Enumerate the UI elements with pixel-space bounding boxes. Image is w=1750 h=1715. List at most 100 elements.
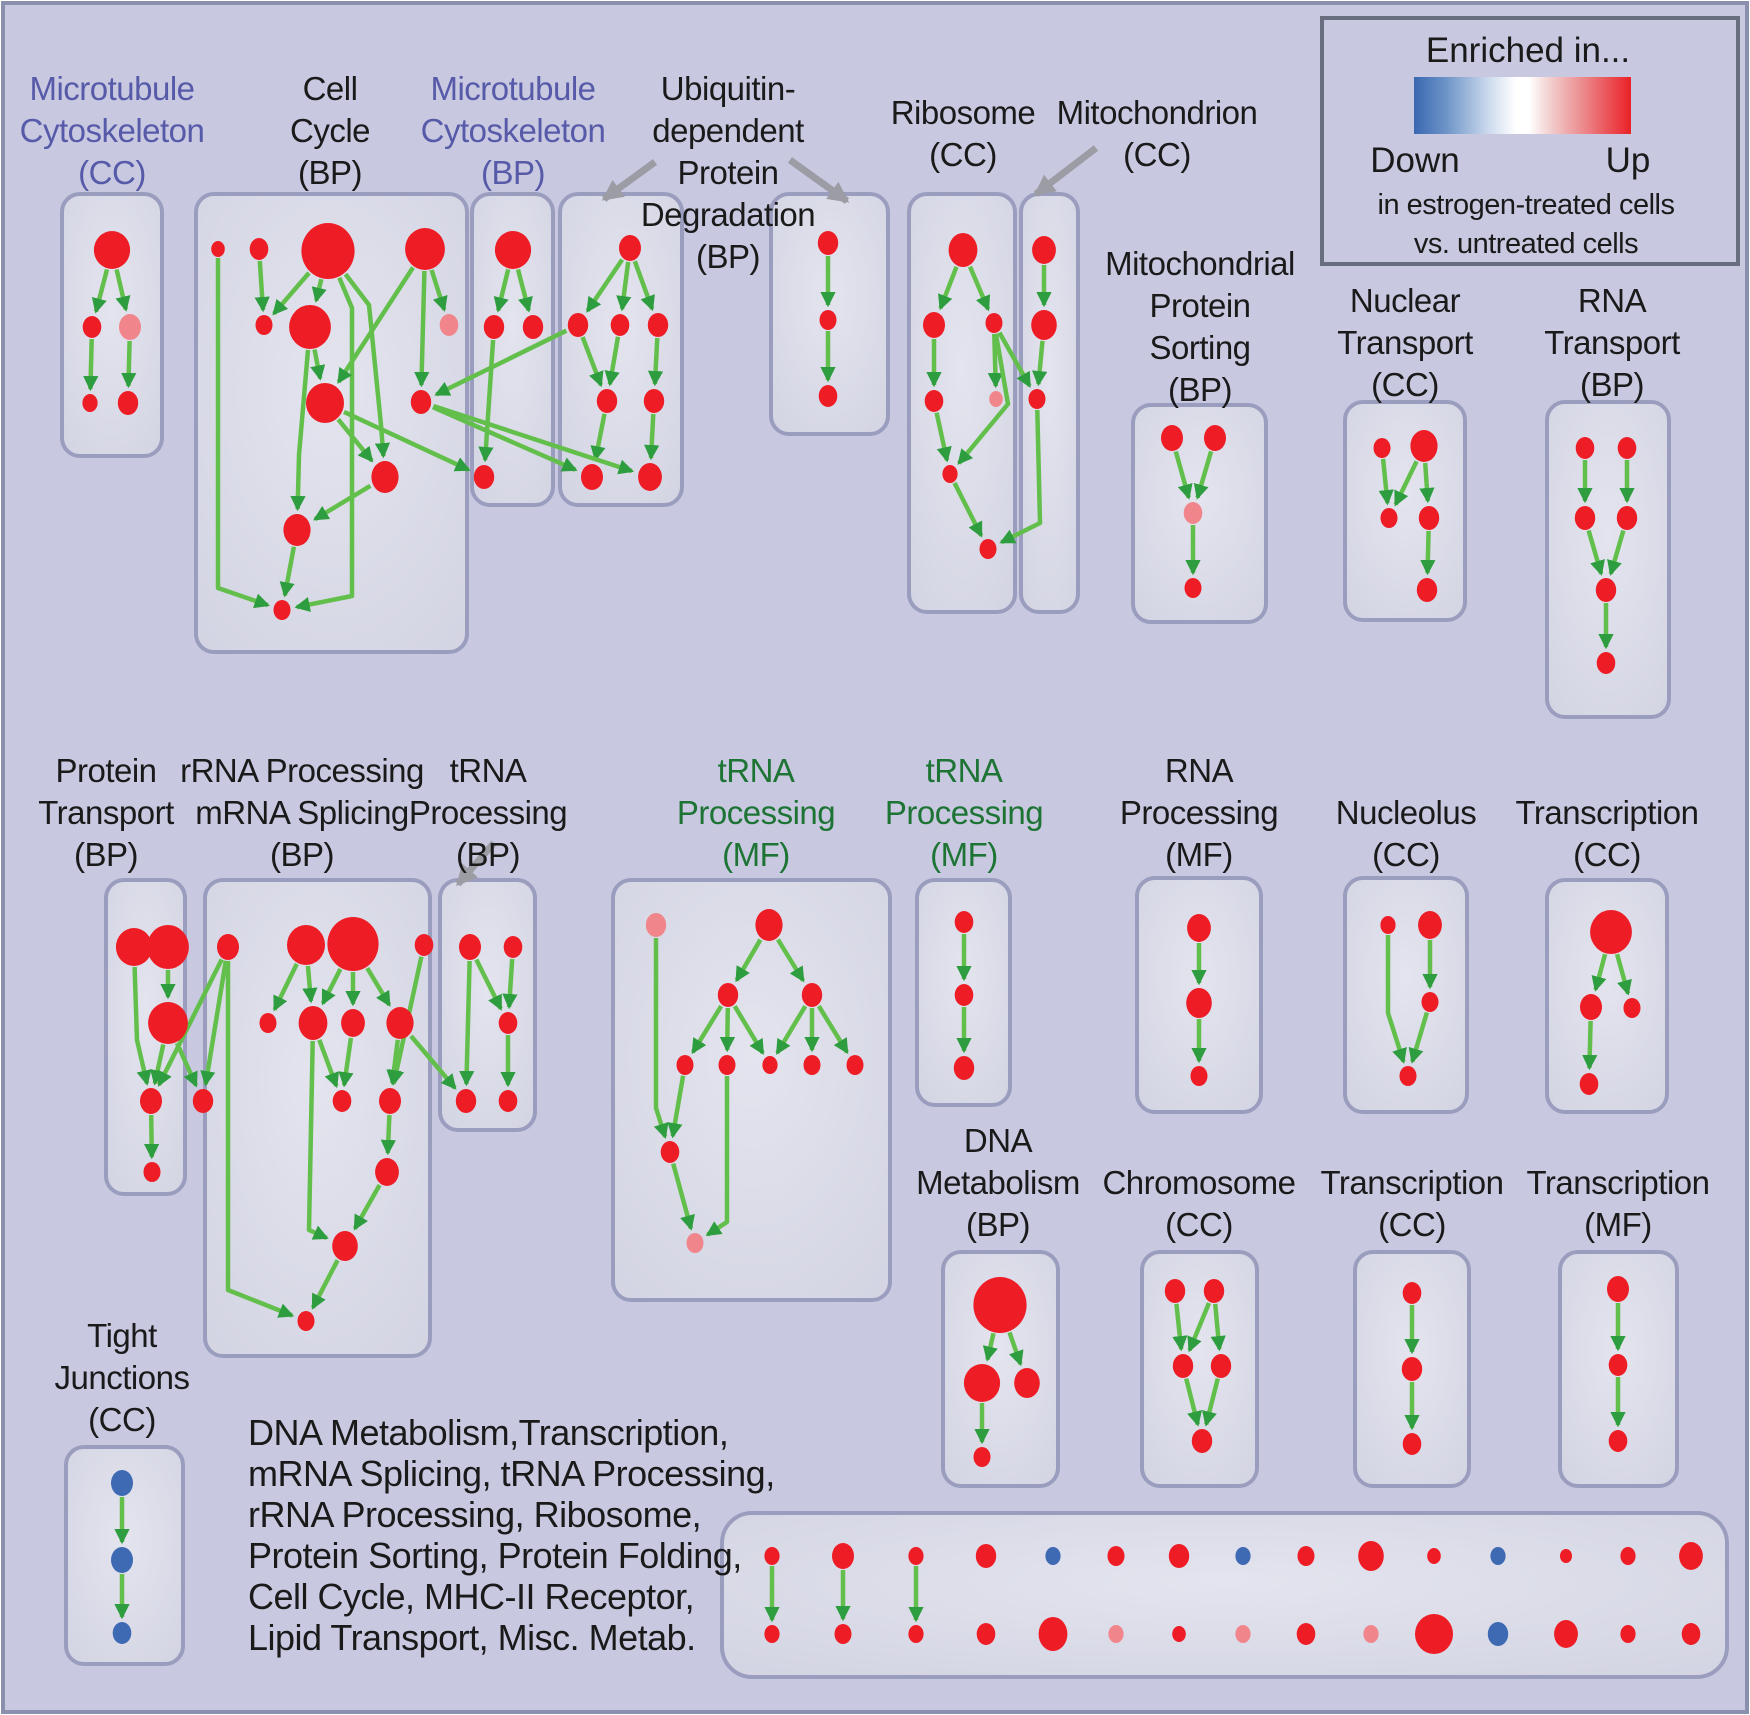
node-trna-mf-a-G5 (676, 1055, 694, 1075)
node-bottom-panel-bottom-8 (1235, 1625, 1251, 1643)
label-protein-transport-line2: Transport (38, 794, 174, 831)
node-bottom-panel-top-13 (1560, 1549, 1572, 1563)
edge-transcription-cc-2-X2-X4 (1582, 1020, 1598, 1071)
label-mitochondrion-line1: Mitochondrion (1057, 94, 1258, 131)
node-rrna-mrna-Q6 (298, 1006, 328, 1040)
gray-pointer-arrow-4 (455, 840, 497, 887)
edge-transcription-cc-2-X1-X2 (1591, 953, 1608, 992)
node-bottom-panel-top-7 (1168, 1544, 1190, 1568)
label-mito-protein-sorting-line4: (BP) (1168, 371, 1232, 408)
edge-chromosome-C3-C5 (1184, 1378, 1203, 1427)
label-transcription-cc-2-line2: (CC) (1573, 836, 1641, 873)
edge-dna-metabolism-D1-D2 (982, 1332, 998, 1362)
node-microtubule-cc-C (119, 314, 141, 340)
node-cell-cycle-e (255, 315, 273, 335)
edge-ubiquitin-n1-p1 (590, 413, 607, 462)
label-chromosome-line1: Chromosome (1102, 1164, 1295, 1201)
node-rna-transport-T4 (1616, 506, 1638, 530)
node-bottom-panel-bottom-2 (834, 1624, 852, 1644)
node-chromosome-C4 (1210, 1354, 1232, 1378)
node-rrna-mrna-Q10 (379, 1088, 401, 1114)
legend-title: Enriched in... (1426, 31, 1630, 70)
label-rna-processing-line1: RNA (1165, 752, 1234, 789)
edge-cell-cycle-b-e (254, 260, 270, 313)
node-ubiquitin-b-v2 (819, 310, 837, 330)
edge-cell-cycle-a-l (215, 258, 270, 609)
node-bottom-panel-top-11 (1427, 1548, 1441, 1564)
edge-ribosome-R6-R7 (952, 481, 984, 538)
edge-rrna-mrna-Q6-Q9 (317, 1039, 340, 1089)
node-bottom-panel-top-6 (1107, 1546, 1125, 1566)
node-mitochondrion-M3 (1028, 389, 1046, 409)
node-protein-transport-P2 (147, 925, 189, 969)
annotation-line-1: DNA Metabolism,Transcription, (248, 1412, 728, 1453)
node-trna-bp-W4 (455, 1089, 477, 1113)
edge-cell-cycle-d-g (429, 269, 448, 312)
node-bottom-panel-bottom-5 (1038, 1617, 1068, 1651)
edge-chromosome-C2-C4 (1210, 1303, 1226, 1352)
node-rna-transport-T6 (1596, 652, 1616, 674)
label-dna-metabolism-line1: DNA (964, 1122, 1033, 1159)
edge-trna-mf-a-G4-G9 (816, 1004, 850, 1055)
edge-chromosome-C2-C3 (1187, 1302, 1212, 1353)
edge-cell-cycle-i-ubiquitin-p1 (431, 405, 578, 472)
node-ubiquitin-t (619, 235, 641, 261)
node-ribosome-R4 (924, 390, 944, 412)
label-ribosome-line1: Ribosome (891, 94, 1036, 131)
node-bottom-panel-bottom-1 (764, 1625, 780, 1643)
node-microtubule-cc-A (93, 231, 131, 269)
label-trna-mf-b-line2: Processing (885, 794, 1043, 831)
node-rrna-mrna-Q1 (217, 934, 239, 960)
node-bottom-panel-bottom-11 (1415, 1614, 1453, 1654)
label-nuclear-transport-line3: (CC) (1371, 366, 1439, 403)
node-bottom-panel-bottom-3 (908, 1625, 924, 1643)
edge-nucleolus-L3-L4 (1408, 1011, 1430, 1064)
node-microtubule-bp-B3 (522, 315, 544, 339)
node-ribosome-R2 (923, 312, 945, 338)
edge-ribosome-R3-R6 (957, 333, 1011, 465)
node-dna-metabolism-D4 (973, 1447, 991, 1467)
node-bottom-panel-top-9 (1297, 1546, 1315, 1566)
node-mito-protein-sorting-S3 (1183, 502, 1203, 524)
edge-trna-mf-a-G3-G7 (732, 1004, 765, 1055)
edge-cell-cycle-d-i (414, 270, 430, 388)
node-nucleolus-L3 (1421, 992, 1439, 1012)
node-transcription-mf-V2 (1608, 1354, 1628, 1376)
node-chromosome-C5 (1191, 1429, 1213, 1453)
node-protein-transport-P4 (140, 1088, 162, 1114)
gray-pointer-arrow-2 (787, 157, 850, 204)
node-nuclear-transport-N3 (1380, 508, 1398, 528)
label-nucleolus-line1: Nucleolus (1336, 794, 1476, 831)
node-ribosome-R7 (979, 539, 997, 559)
box-nuclear-transport (1343, 400, 1467, 622)
layer-nodes (82, 223, 1703, 1654)
node-mito-protein-sorting-S4 (1184, 578, 1202, 598)
node-protein-transport-P1 (115, 928, 153, 966)
edge-rrna-mrna-Q2-Q6 (302, 965, 318, 1004)
node-ubiquitin-m2 (610, 314, 630, 336)
edge-microtubule-cc-B-D (83, 338, 99, 392)
edge-cell-cycle-k-l (279, 546, 297, 598)
node-bottom-panel-top-10 (1358, 1541, 1384, 1571)
node-nucleolus-L1 (1380, 916, 1396, 934)
node-tight-junctions-J2 (111, 1547, 133, 1573)
edge-trna-mf-a-G2-G4 (775, 938, 806, 983)
node-bottom-panel-bottom-7 (1172, 1626, 1186, 1642)
edge-ribosome-R3-R5 (987, 333, 1003, 389)
node-trna-bp-W1 (459, 934, 481, 960)
label-transcription-mf-line1: Transcription (1526, 1164, 1709, 1201)
edge-cell-cycle-h-j (336, 417, 374, 463)
edge-cell-cycle-j-k (313, 483, 372, 522)
edge-protein-transport-P1-P4 (132, 966, 152, 1086)
label-rna-processing-line2: Processing (1120, 794, 1278, 831)
label-protein-transport-line1: Protein (55, 752, 156, 789)
edge-cell-cycle-f-h (310, 349, 326, 381)
node-trna-mf-a-G6 (718, 1055, 736, 1075)
label-transcription-cc-3-line2: (CC) (1378, 1206, 1446, 1243)
node-trna-bp-W3 (498, 1012, 518, 1034)
annotation-line-3: rRNA Processing, Ribosome, (248, 1494, 701, 1535)
node-cell-cycle-f (289, 305, 331, 349)
label-microtubule-bp-line2: Cytoskeleton (421, 112, 606, 149)
node-mitochondrion-M1 (1032, 236, 1056, 264)
